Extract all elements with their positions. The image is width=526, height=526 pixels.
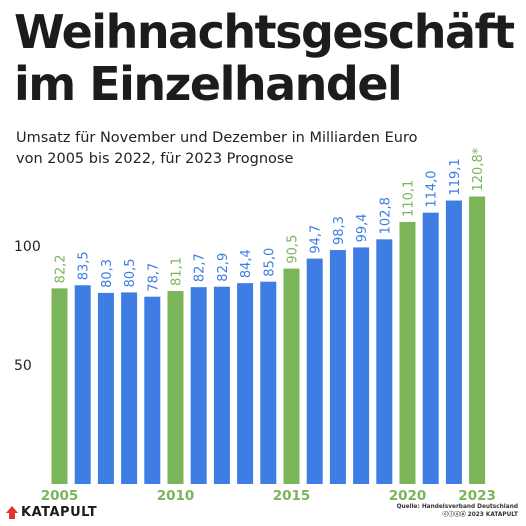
subtitle-line-2: von 2005 bis 2022, für 2023 Prognose xyxy=(16,151,294,167)
x-tick-label: 2020 xyxy=(389,488,427,504)
x-tick-label: 2015 xyxy=(273,488,311,504)
bar-value-label: 99,4 xyxy=(355,213,370,242)
bar xyxy=(237,283,254,484)
y-tick-label: 100 xyxy=(14,239,41,255)
bar xyxy=(353,247,370,484)
bar-value-label: 110,1 xyxy=(402,180,417,217)
katapult-logo-text: KATAPULT xyxy=(21,505,98,520)
x-tick-label: 2010 xyxy=(157,488,195,504)
bar xyxy=(422,212,439,484)
bar xyxy=(51,288,68,484)
title-line-1: Weihnachtsgeschäft xyxy=(14,5,515,59)
bar xyxy=(306,258,323,484)
x-tick-label: 2023 xyxy=(458,488,496,504)
chart-subtitle: Umsatz für November und Dezember in Mill… xyxy=(16,128,417,170)
title-line-2: im Einzelhandel xyxy=(14,57,403,111)
bar-value-label: 119,1 xyxy=(448,158,463,195)
bar xyxy=(376,239,393,484)
source-note: Quelle: Handelsverband Deutschland ⓒⓘⓢⓐ … xyxy=(397,503,518,519)
bar-value-label: 82,7 xyxy=(193,253,208,282)
bar xyxy=(445,200,462,485)
bar xyxy=(283,268,300,484)
katapult-logo-icon xyxy=(6,506,18,519)
bar-value-label: 80,5 xyxy=(123,258,138,287)
bar-value-label: 80,3 xyxy=(100,259,115,288)
source-line-1: Quelle: Handelsverband Deutschland xyxy=(396,504,518,510)
chart-title: Weihnachtsgeschäft im Einzelhandel xyxy=(14,5,515,111)
bar-value-label: 84,4 xyxy=(239,249,254,278)
bar xyxy=(167,290,184,484)
bar-value-label: 94,7 xyxy=(309,225,324,254)
bar-value-label: 82,2 xyxy=(54,254,69,283)
bar xyxy=(329,250,346,484)
y-tick-label: 50 xyxy=(14,358,32,374)
source-line-2: ⓒⓘⓢⓐ 2023 KATAPULT xyxy=(442,512,518,518)
bar-value-label: 81,1 xyxy=(170,257,185,286)
bar xyxy=(469,196,486,484)
bar-value-label: 83,5 xyxy=(77,251,92,280)
subtitle-line-1: Umsatz für November und Dezember in Mill… xyxy=(16,130,418,146)
bar xyxy=(97,292,114,484)
bar-value-label: 90,5 xyxy=(286,235,301,264)
bar xyxy=(399,221,416,484)
bar xyxy=(213,286,230,484)
bar xyxy=(74,285,91,484)
bar-value-label: 85,0 xyxy=(262,248,277,277)
bar-value-label: 114,0 xyxy=(425,170,440,207)
bar-value-label: 98,3 xyxy=(332,216,347,245)
bar-value-label: 78,7 xyxy=(146,263,161,292)
bar-value-label: 102,8 xyxy=(378,197,393,234)
bar-value-label: 82,9 xyxy=(216,253,231,282)
bar xyxy=(190,287,207,484)
bar xyxy=(260,281,277,484)
x-tick-label: 2005 xyxy=(41,488,79,504)
bar xyxy=(144,296,161,484)
bar xyxy=(121,292,138,484)
bar-value-label: 120,8* xyxy=(471,147,486,191)
katapult-logo: KATAPULT xyxy=(6,505,97,520)
